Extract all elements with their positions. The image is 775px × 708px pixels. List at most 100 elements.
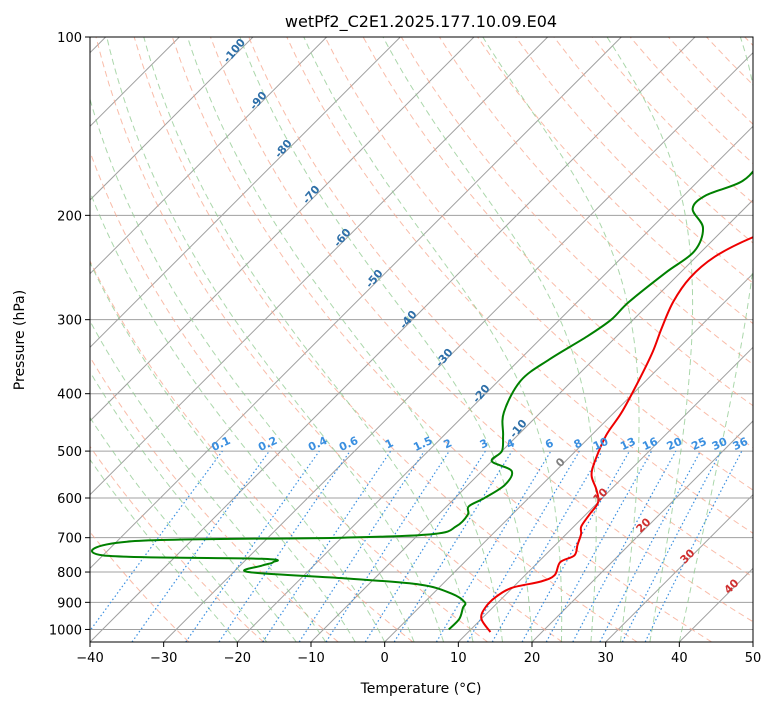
moist-adiabat-line xyxy=(90,261,356,642)
isotherm-line xyxy=(384,272,753,642)
y-tick-label: 100 xyxy=(57,31,82,46)
dry-adiabat-line xyxy=(706,37,753,86)
dry-adiabat-line xyxy=(90,356,339,642)
y-tick-label: 600 xyxy=(57,492,82,507)
dewpoint-profile xyxy=(90,170,753,631)
moist-adiabat-line xyxy=(90,370,297,642)
mixing-ratio-line xyxy=(262,450,392,642)
isotherm-line xyxy=(90,37,696,642)
moist-adiabat-line xyxy=(143,37,474,642)
isotherm-line xyxy=(90,37,549,496)
x-tick-label: −40 xyxy=(76,651,103,666)
frost-point-label: -80 xyxy=(272,137,295,161)
moist-adiabat-line xyxy=(90,97,415,642)
x-tick-label: 10 xyxy=(450,651,467,666)
isotherm-line xyxy=(605,493,753,642)
profile-layer xyxy=(90,170,753,633)
mixing-ratio-label: 6 xyxy=(543,436,556,451)
dry-adiabat-line xyxy=(515,37,753,284)
dry-adiabat-line xyxy=(553,37,753,244)
mixing-ratio-line xyxy=(325,450,450,642)
moist-adiabat-line xyxy=(90,416,268,642)
frost-point-label: -90 xyxy=(247,89,270,113)
isotherm-line xyxy=(457,346,753,642)
isotherm-line xyxy=(163,51,753,642)
isopleth-labels: 0.1 0.2 0.4 0.6 1 1.5 2 3 4 6 8 10 13 16 20 25 30 36-100-… xyxy=(209,36,750,597)
theta-label: 40 xyxy=(722,576,742,596)
mixing-ratio-line xyxy=(364,450,486,642)
mixing-ratio-line xyxy=(218,450,351,642)
mixing-ratio-label: 36 xyxy=(731,435,751,453)
mixing-ratio-label: 10 xyxy=(591,435,611,453)
mixing-ratio-label: 13 xyxy=(618,435,637,453)
moist-adiabat-line xyxy=(90,458,238,642)
mixing-ratio-line xyxy=(90,450,223,632)
x-tick-label: 30 xyxy=(597,651,614,666)
isotherm-line xyxy=(90,37,328,275)
theta-label: 10 xyxy=(591,485,611,505)
frost-point-label: -50 xyxy=(363,267,386,291)
frost-point-label: -70 xyxy=(300,183,323,207)
moist-adiabat-line xyxy=(187,37,503,642)
y-tick-label: 900 xyxy=(57,596,82,611)
frost-point-label: -30 xyxy=(433,346,456,370)
x-tick-label: 40 xyxy=(671,651,688,666)
x-tick-label: 50 xyxy=(745,651,762,666)
mixing-ratio-line xyxy=(298,450,425,642)
isotherm-line xyxy=(531,420,753,642)
x-tick-label: −30 xyxy=(150,651,177,666)
frost-point-label: -40 xyxy=(397,308,420,332)
isotherm-line xyxy=(236,125,753,642)
dry-adiabat-line xyxy=(95,37,563,642)
frost-point-label: -100 xyxy=(220,36,248,66)
moist-adiabat-line xyxy=(678,37,753,642)
y-tick-label: 400 xyxy=(57,388,82,403)
mixing-ratio-line xyxy=(572,450,677,642)
temperature-profile xyxy=(480,236,753,633)
x-tick-label: −20 xyxy=(224,651,251,666)
theta-label: 30 xyxy=(678,546,698,566)
dry-adiabat-line xyxy=(248,37,753,578)
moist-adiabat-line xyxy=(239,37,533,642)
dry-adiabat-line xyxy=(324,37,753,491)
chart-title: wetPf2_C2E1.2025.177.10.09.E04 xyxy=(285,12,557,32)
mixing-ratio-line xyxy=(393,450,513,642)
x-axis-ticks: −40 −30 −20 −10 0 10 20 30 40 50 xyxy=(76,642,761,666)
mixing-ratio-label: 20 xyxy=(665,435,685,453)
moist-adiabat-line xyxy=(303,37,563,642)
mixing-ratio-line xyxy=(545,450,653,642)
isotherm-line xyxy=(90,37,254,201)
plot-frame xyxy=(89,36,754,643)
moist-adiabat-line xyxy=(90,190,386,642)
dry-adiabat-line xyxy=(90,531,190,642)
moist-adiabat-line xyxy=(482,37,640,642)
mixing-ratio-line xyxy=(131,450,270,642)
dry-adiabat-line xyxy=(133,37,638,642)
y-tick-label: 500 xyxy=(57,445,82,460)
isotherm-line xyxy=(678,567,753,642)
x-tick-label: −10 xyxy=(297,651,324,666)
dry-adiabat-line xyxy=(210,37,753,623)
y-axis-label: Pressure (hPa) xyxy=(12,290,28,390)
frost-point-label: -20 xyxy=(470,382,493,406)
y-tick-label: 1000 xyxy=(49,623,82,638)
dry-adiabat-line xyxy=(90,259,414,642)
x-tick-label: 20 xyxy=(524,651,541,666)
moist-adiabat-line xyxy=(106,37,445,642)
y-axis-ticks: 100 200 300 400 500 600 700 800 900 1000 xyxy=(49,31,90,638)
dry-adiabat-line xyxy=(90,150,488,642)
moist-adiabat-line xyxy=(606,37,694,642)
y-tick-label: 300 xyxy=(57,314,82,329)
grid-layer xyxy=(90,37,753,642)
x-tick-label: 0 xyxy=(381,651,389,666)
dry-adiabat-line xyxy=(744,37,753,47)
mixing-ratio-label: 16 xyxy=(640,435,660,453)
frost-point-label: -60 xyxy=(331,226,354,250)
dry-adiabat-line xyxy=(171,37,712,642)
y-tick-label: 700 xyxy=(57,532,82,547)
isotherm-line xyxy=(90,37,475,422)
isotherm-line xyxy=(310,199,753,642)
isotherm-line xyxy=(90,37,622,570)
mixing-ratio-line xyxy=(599,450,702,642)
dry-adiabat-line xyxy=(286,37,753,534)
